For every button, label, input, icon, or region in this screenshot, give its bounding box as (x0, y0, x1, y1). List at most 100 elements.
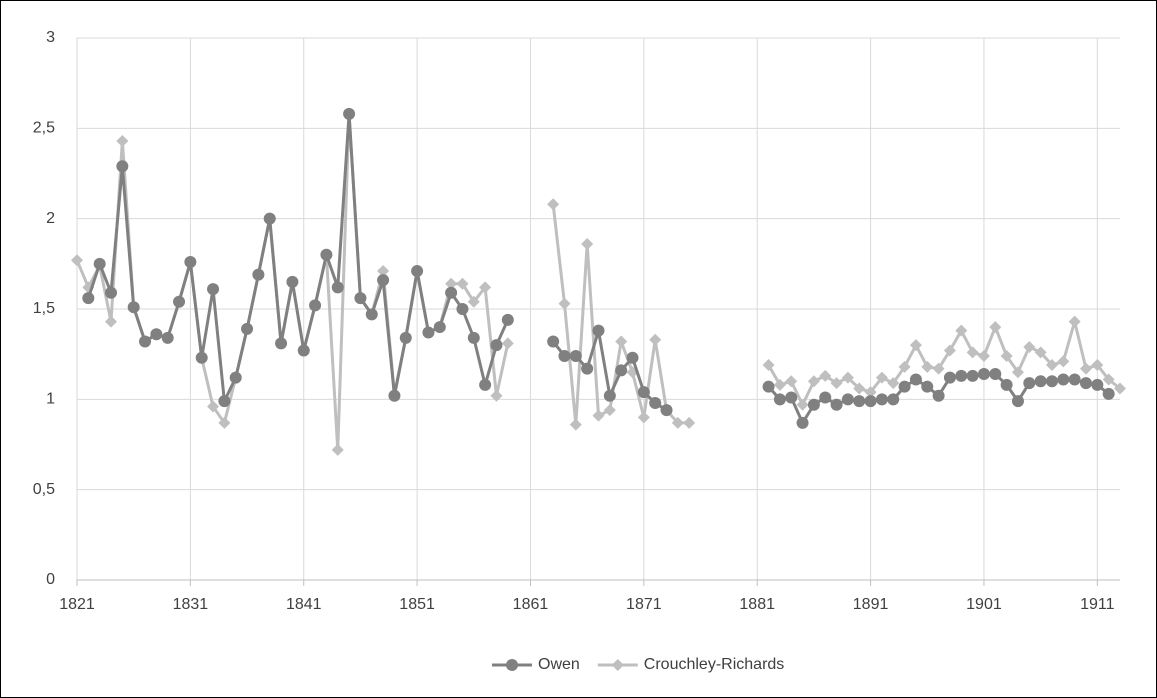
marker (1023, 377, 1036, 390)
x-tick-label: 1831 (173, 596, 209, 613)
marker (637, 386, 650, 399)
marker (195, 351, 208, 364)
marker (592, 324, 605, 337)
marker (105, 315, 118, 328)
y-tick-label: 3 (46, 29, 55, 46)
marker (479, 281, 492, 294)
marker (501, 337, 514, 350)
marker (547, 335, 560, 348)
marker (841, 393, 854, 406)
marker (433, 321, 446, 334)
marker (853, 395, 866, 408)
marker (615, 335, 628, 348)
x-tick-label: 1911 (1080, 596, 1115, 613)
y-tick-label: 2 (46, 210, 55, 227)
marker (411, 265, 424, 278)
marker (989, 321, 1002, 334)
marker (955, 324, 968, 337)
marker (1091, 359, 1104, 372)
marker (1057, 355, 1070, 368)
marker (82, 292, 95, 305)
marker (1000, 349, 1013, 362)
marker (377, 274, 390, 287)
marker (943, 371, 956, 384)
marker (275, 337, 288, 350)
marker (611, 659, 624, 671)
marker (581, 237, 594, 250)
marker (1000, 378, 1013, 391)
marker (297, 344, 310, 357)
marker (569, 418, 582, 431)
marker (1114, 382, 1126, 395)
marker (479, 378, 492, 391)
y-tick-label: 0 (46, 571, 55, 588)
marker (898, 380, 911, 393)
marker (252, 268, 265, 281)
x-tick-label: 1821 (59, 596, 95, 613)
marker (116, 134, 129, 147)
marker (671, 416, 684, 429)
marker (649, 396, 662, 409)
marker (887, 393, 900, 406)
y-tick-label: 1 (46, 391, 55, 408)
marker (1102, 387, 1115, 400)
marker (93, 257, 106, 270)
marker (762, 359, 775, 372)
marker (1045, 359, 1058, 372)
marker (467, 331, 480, 344)
marker (864, 395, 877, 408)
marker (150, 328, 163, 341)
marker (161, 331, 174, 344)
marker (263, 212, 276, 225)
marker (615, 364, 628, 377)
marker (105, 286, 118, 299)
marker (354, 292, 367, 305)
marker (955, 369, 968, 382)
y-tick-label: 2,5 (33, 120, 55, 137)
x-tick-label: 1881 (739, 596, 775, 613)
marker (637, 411, 650, 424)
marker (603, 389, 616, 402)
x-tick-label: 1891 (853, 596, 889, 613)
marker (1023, 340, 1036, 353)
marker (898, 360, 911, 373)
marker (989, 368, 1002, 381)
marker (603, 404, 616, 417)
marker (229, 371, 242, 384)
marker (558, 349, 571, 362)
marker (241, 322, 254, 335)
marker (343, 107, 356, 120)
marker (853, 382, 866, 395)
marker (1079, 377, 1092, 390)
marker (841, 371, 854, 384)
marker (966, 369, 979, 382)
marker (399, 331, 412, 344)
marker (173, 295, 186, 308)
marker (1079, 362, 1092, 375)
marker (762, 380, 775, 393)
x-tick-label: 1851 (399, 596, 435, 613)
marker (592, 409, 605, 422)
marker (943, 344, 956, 357)
marker (807, 398, 820, 411)
marker (558, 297, 571, 310)
marker (506, 659, 518, 671)
marker (785, 391, 798, 404)
marker (320, 248, 333, 261)
legend-label: Owen (538, 656, 580, 673)
marker (569, 349, 582, 362)
marker (139, 335, 152, 348)
marker (547, 198, 560, 211)
marker (422, 326, 435, 339)
x-tick-label: 1861 (513, 596, 549, 613)
marker (649, 333, 662, 346)
marker (127, 301, 140, 314)
marker (932, 389, 945, 402)
marker (116, 160, 129, 173)
marker (365, 308, 378, 321)
marker (207, 283, 220, 296)
marker (660, 404, 673, 417)
marker (388, 389, 401, 402)
marker (207, 400, 220, 413)
